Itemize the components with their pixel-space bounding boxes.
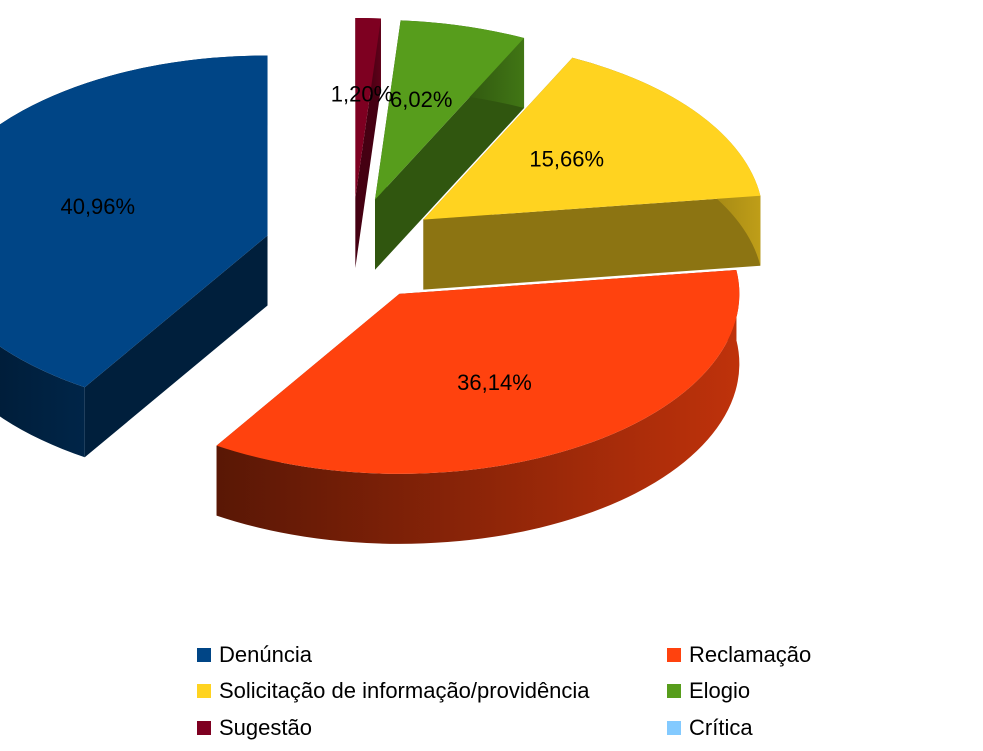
- slice-2-top: [423, 57, 761, 220]
- slice-1-top: [216, 269, 740, 474]
- legend-label-2: Solicitação de informação/providência: [219, 678, 590, 703]
- chart-legend: Denúncia Reclamação Solicitação de informa…: [197, 642, 811, 740]
- slice-4-top: [355, 18, 381, 199]
- legend-swatch-3: [667, 684, 681, 698]
- slice-2-side-1: [423, 195, 761, 290]
- slice-3-top: [375, 20, 525, 200]
- pie-labels: 1,20%6,02% 15,66% 40,96% 36,14%: [60, 82, 604, 395]
- legend-label-0: Denúncia: [219, 642, 313, 667]
- legend-label-1: Reclamação: [689, 642, 811, 667]
- slice-2-label: 15,66%: [529, 146, 604, 171]
- pie-slices: [0, 18, 761, 544]
- legend-swatch-0: [197, 648, 211, 662]
- legend-swatch-2: [197, 684, 211, 698]
- legend-swatch-5: [667, 721, 681, 735]
- slice-3-label: 6,02%: [390, 87, 452, 112]
- slice-1-wall: [216, 269, 740, 544]
- slice-1-label: 36,14%: [457, 370, 532, 395]
- slice-0-label: 40,96%: [60, 194, 135, 219]
- legend-label-5: Crítica: [689, 715, 753, 740]
- legend-label-4: Sugestão: [219, 715, 312, 740]
- slice-0-top: [0, 55, 268, 388]
- legend-swatch-1: [667, 648, 681, 662]
- legend-swatch-4: [197, 721, 211, 735]
- legend-label-3: Elogio: [689, 678, 750, 703]
- slice-0-side-0: [84, 235, 268, 458]
- slice-4-label: 1,20%: [331, 82, 393, 107]
